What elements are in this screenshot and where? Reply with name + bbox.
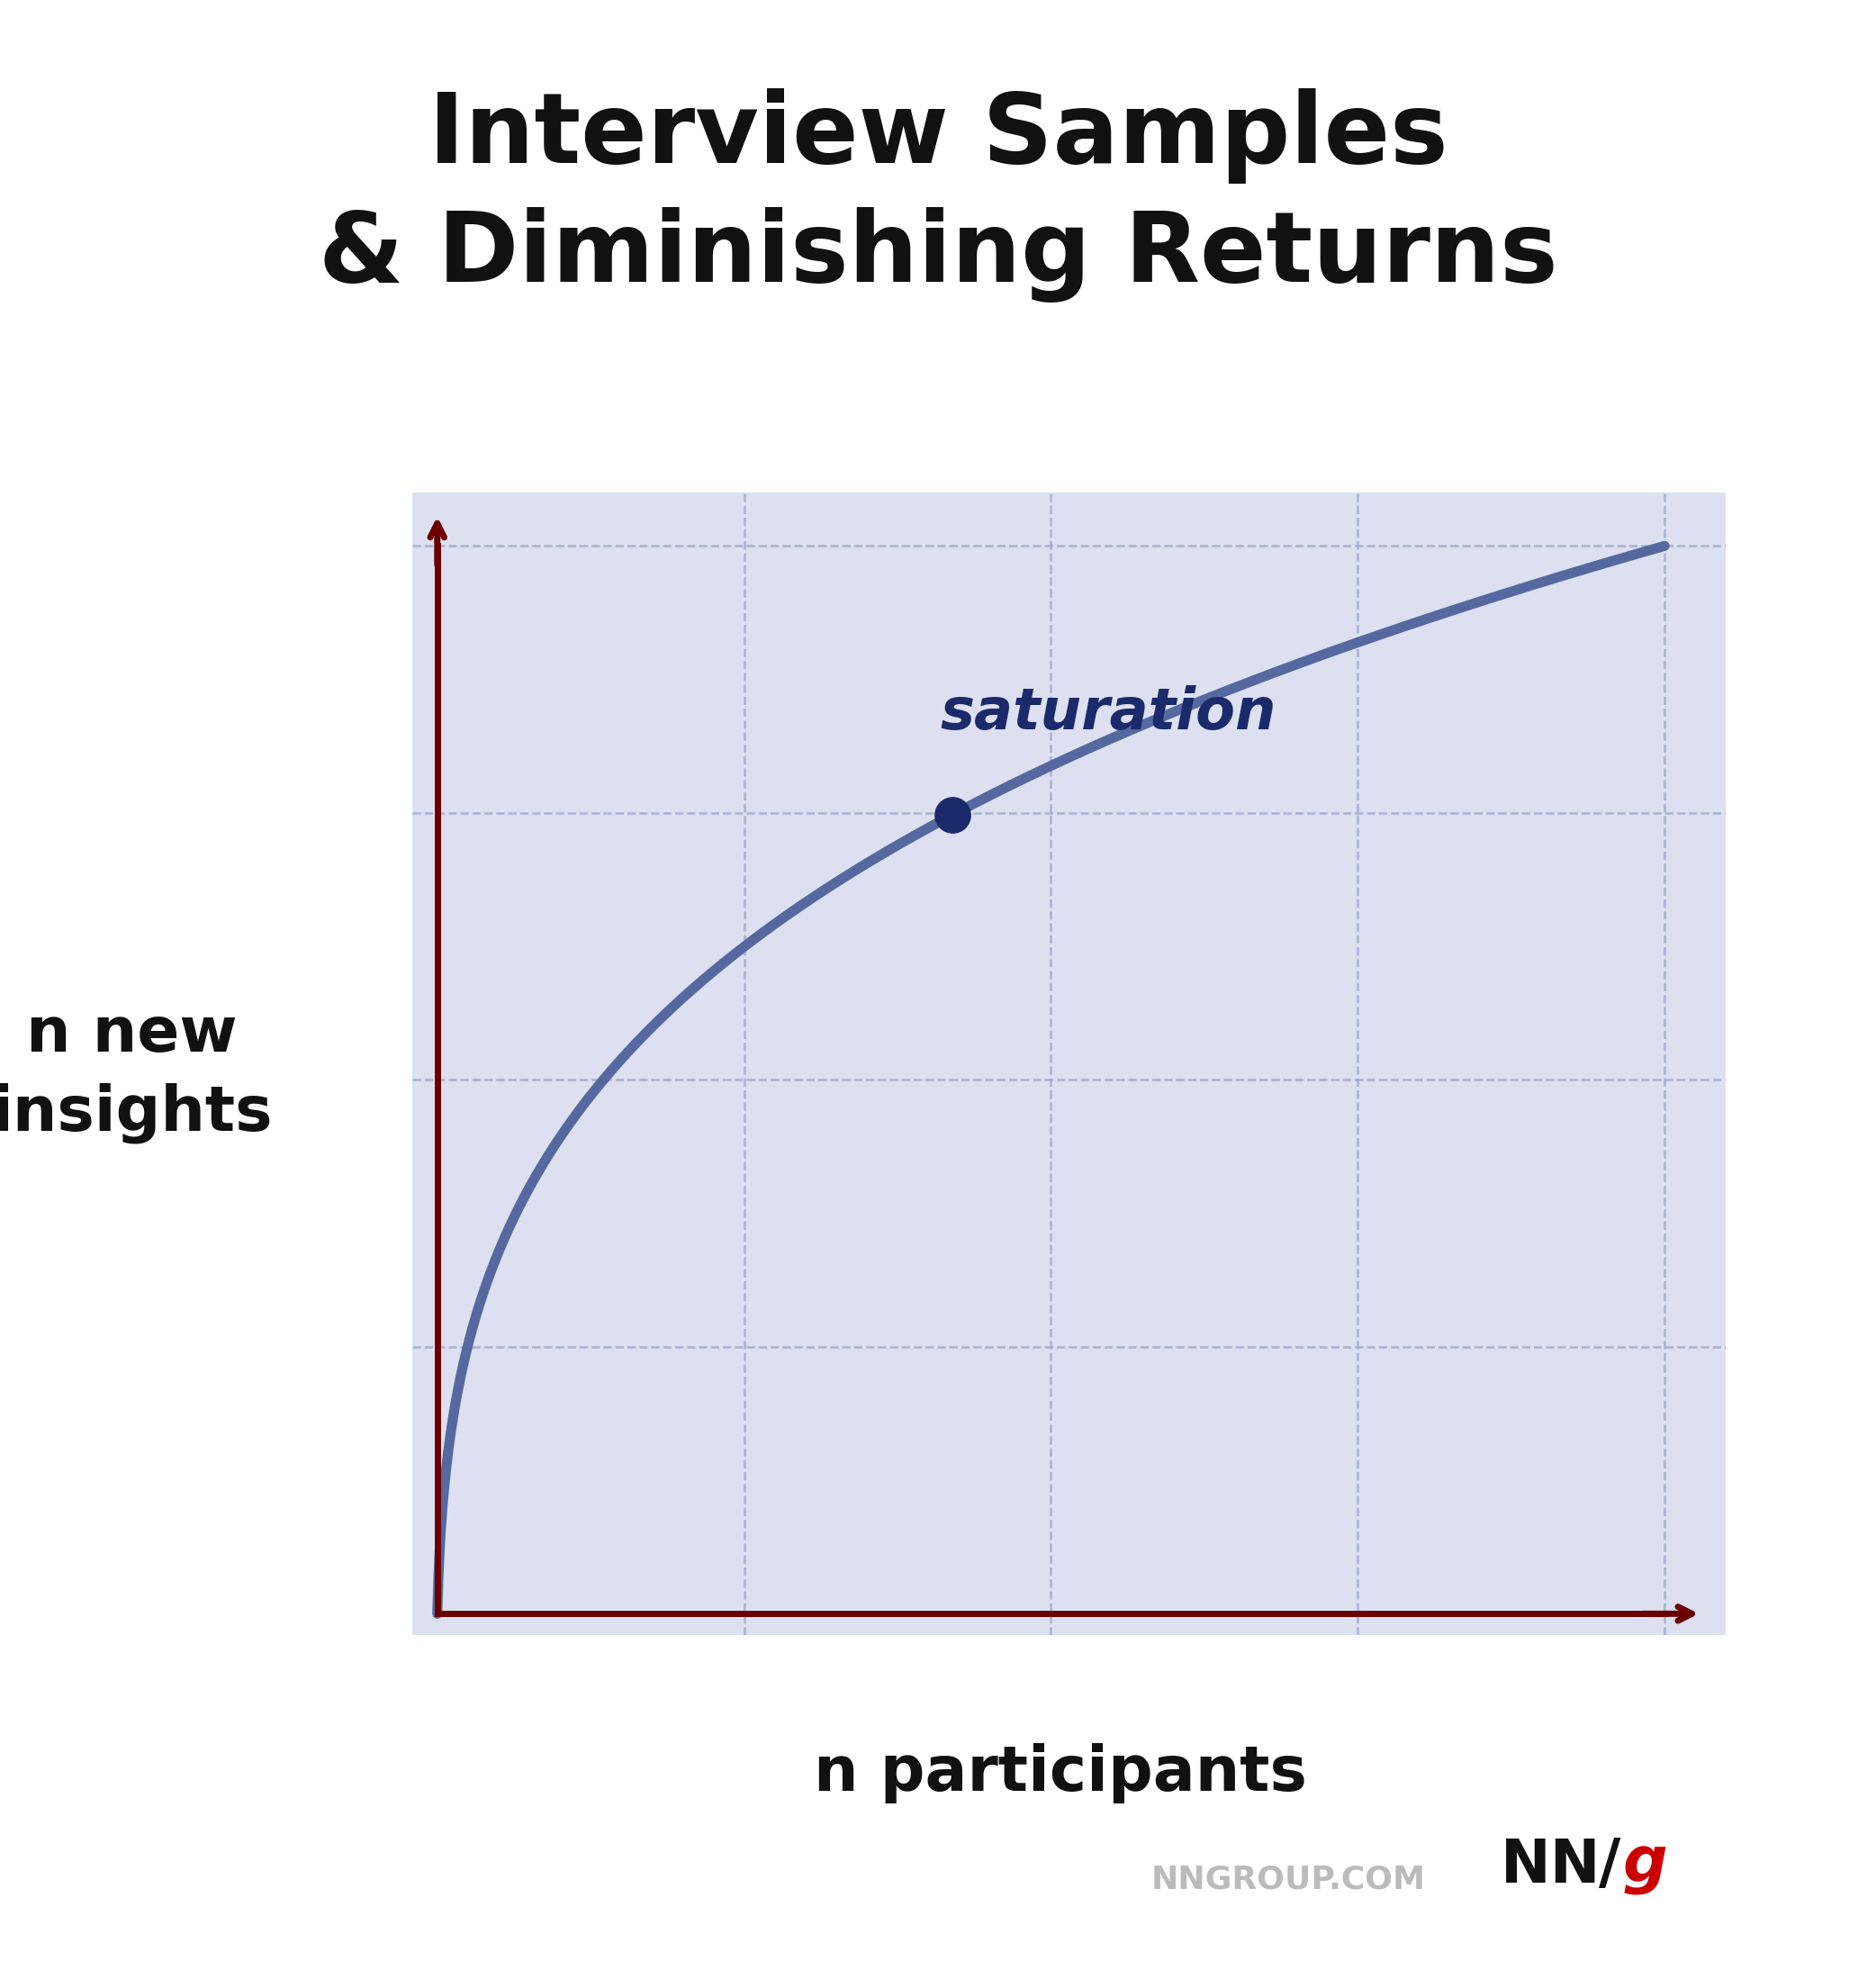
Text: n new
insights: n new insights xyxy=(0,1003,272,1145)
Point xyxy=(938,800,968,831)
Text: NNGROUP.COM: NNGROUP.COM xyxy=(1152,1864,1426,1895)
Text: g: g xyxy=(1623,1834,1668,1895)
Text: NN: NN xyxy=(1501,1836,1602,1895)
Text: n participants: n participants xyxy=(814,1743,1306,1805)
Text: /: / xyxy=(1598,1836,1621,1895)
Text: Interview Samples: Interview Samples xyxy=(428,89,1448,183)
Text: saturation: saturation xyxy=(940,686,1278,741)
Text: & Diminishing Returns: & Diminishing Returns xyxy=(319,207,1557,301)
